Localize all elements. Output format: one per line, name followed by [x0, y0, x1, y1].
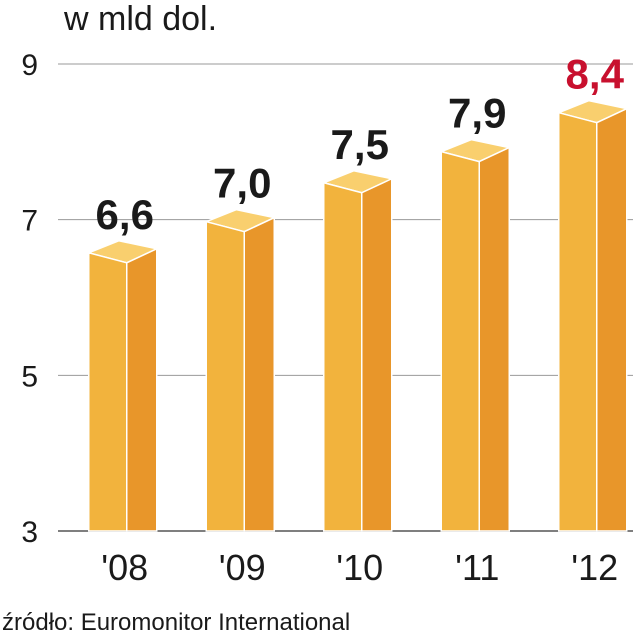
x-tick-label: '12: [571, 547, 618, 588]
bar-front-face: [440, 150, 480, 532]
source-note: źródło: Euromonitor International: [2, 609, 350, 636]
bar-side-face: [243, 216, 275, 532]
bar-10: [321, 169, 395, 532]
y-tick-label: 7: [21, 205, 38, 238]
data-label: 6,6: [96, 191, 154, 238]
bar-side-face: [478, 146, 510, 532]
bar-11: [438, 138, 512, 532]
y-tick-label: 5: [21, 360, 38, 393]
x-tick-label: '11: [455, 547, 499, 588]
bar-front-face: [88, 251, 128, 532]
x-tick-label: '08: [101, 547, 148, 588]
unit-label: w mld dol.: [63, 0, 217, 38]
bar-front-face: [205, 220, 245, 532]
x-tick-label: '09: [219, 547, 266, 588]
data-label: 7,5: [331, 121, 389, 168]
data-label: 7,9: [448, 90, 506, 137]
bar-side-face: [596, 107, 628, 532]
x-tick-label: '10: [336, 547, 383, 588]
bar-08: [86, 240, 160, 532]
labels-layer: 6,6 '08 7,0 '09 7,5 '10 7,9 '11 8,4 '12: [96, 51, 625, 588]
bar-front-face: [558, 111, 598, 532]
data-label: 7,0: [213, 160, 271, 207]
data-label: 8,4: [566, 51, 625, 98]
bar-09: [203, 208, 277, 532]
y-tick-label: 3: [21, 516, 38, 549]
bar-12: [556, 99, 630, 532]
bars-layer: [86, 99, 630, 532]
bar-side-face: [361, 177, 393, 532]
bar-front-face: [323, 181, 363, 532]
bar-side-face: [126, 247, 158, 532]
y-tick-label: 9: [21, 49, 38, 82]
